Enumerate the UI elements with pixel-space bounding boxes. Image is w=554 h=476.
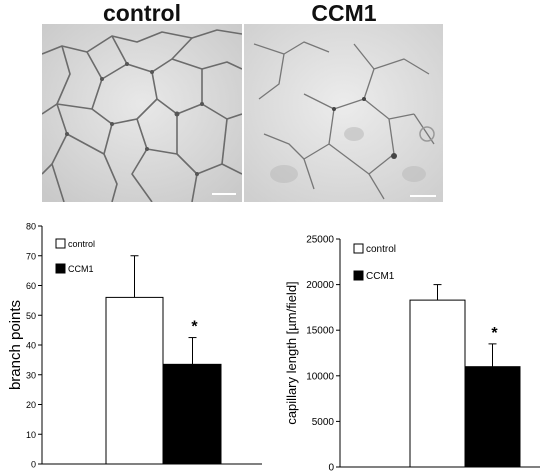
- bar-control: [105, 296, 164, 465]
- significance-marker: *: [191, 319, 198, 336]
- y-tick-label: 70: [26, 251, 36, 261]
- y-tick-label: 15000: [306, 326, 334, 337]
- legend-label-ccm1: CCM1: [366, 271, 395, 282]
- legend-swatch-control: [353, 243, 364, 254]
- legend-label-control: control: [68, 239, 95, 249]
- significance-marker: *: [491, 325, 498, 342]
- y-tick-label: 60: [26, 281, 36, 291]
- y-tick-label: 0: [31, 460, 36, 470]
- bar-control: [409, 299, 466, 468]
- y-tick-label: 10: [26, 430, 36, 440]
- y-tick-label: 50: [26, 311, 36, 321]
- legend-swatch-ccm1: [353, 270, 364, 281]
- ccm1-panel-title: CCM1: [311, 0, 377, 26]
- y-axis-label: capillary length [µm/field]: [284, 281, 299, 424]
- y-tick-label: 30: [26, 370, 36, 380]
- legend-label-ccm1: CCM1: [68, 264, 94, 274]
- control-panel-title: control: [103, 0, 181, 26]
- y-tick-label: 0: [328, 463, 334, 474]
- capillary-length-chart: capillary length [µm/field] 0 5000 10000 150…: [284, 235, 540, 474]
- branch-points-chart: branch points 0 10 20 30 40 50 60 70 80 * control CC…: [7, 222, 262, 470]
- y-tick-label: 25000: [306, 235, 334, 246]
- y-tick-label: 40: [26, 341, 36, 351]
- y-tick-label: 20000: [306, 280, 334, 291]
- control-micrograph: [42, 24, 242, 202]
- bar-ccm1: [163, 363, 222, 465]
- y-tick-label: 5000: [312, 417, 335, 428]
- bar-ccm1: [464, 366, 521, 468]
- ccm1-micrograph: [244, 24, 443, 202]
- y-tick-label: 80: [26, 222, 36, 232]
- y-tick-label: 20: [26, 400, 36, 410]
- legend-label-control: control: [366, 244, 396, 255]
- y-tick-label: 10000: [306, 371, 334, 382]
- legend-swatch-ccm1: [55, 263, 66, 274]
- legend-swatch-control: [55, 238, 66, 249]
- y-axis-label: branch points: [7, 300, 24, 390]
